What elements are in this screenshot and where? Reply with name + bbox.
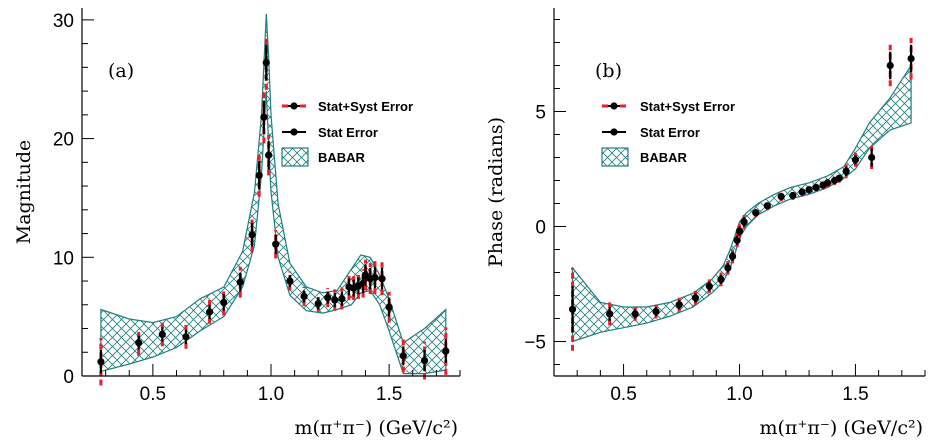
data-point: [338, 295, 346, 303]
data-point: [675, 301, 683, 309]
legend-label: BABAR: [318, 150, 366, 165]
data-point: [272, 240, 280, 248]
legend-stat-marker: [290, 128, 298, 136]
data-point: [705, 282, 713, 290]
x-tick-label: 0.5: [610, 384, 636, 405]
x-tick-label: 1.5: [842, 384, 868, 405]
y-tick-label: 5: [535, 103, 546, 124]
legend-label: Stat Error: [640, 125, 700, 140]
data-point: [265, 151, 273, 159]
data-point: [842, 167, 850, 175]
legend-band-swatch: [601, 147, 629, 167]
data-point: [300, 292, 308, 301]
legend-band-swatch: [281, 147, 309, 167]
data-point: [886, 61, 894, 70]
data-point: [851, 156, 860, 164]
data-point: [182, 333, 190, 341]
data-point: [260, 113, 268, 121]
y-tick-label: 10: [53, 248, 74, 269]
y-axis-title: Magnitude: [13, 140, 35, 245]
data-point: [740, 218, 748, 226]
data-point: [868, 153, 876, 162]
data-point: [652, 308, 660, 316]
data-point: [331, 296, 339, 304]
data-point: [135, 339, 143, 347]
y-axis-title: Phase (radians): [485, 117, 507, 267]
data-point: [789, 191, 797, 200]
data-point: [728, 252, 737, 260]
x-tick-label: 1.0: [726, 384, 752, 405]
data-point: [907, 55, 915, 63]
data-point: [158, 330, 166, 339]
panel-label: (b): [595, 60, 622, 82]
data-point: [812, 183, 820, 191]
data-point: [717, 275, 725, 283]
data-point: [631, 310, 639, 318]
babar-band: [100, 13, 447, 375]
data-point: [371, 273, 379, 282]
data-point: [724, 264, 732, 272]
data-point: [420, 356, 429, 365]
x-axis-title: m(π⁺π⁻) (GeV/c²): [759, 417, 923, 439]
data-point: [97, 358, 105, 366]
panel-label: (a): [108, 60, 134, 82]
data-point: [220, 298, 228, 306]
data-point: [752, 209, 760, 217]
legend-label: Stat+Syst Error: [318, 99, 413, 114]
y-tick-label: 0: [63, 367, 74, 388]
data-point: [733, 236, 741, 244]
data-point: [236, 278, 244, 286]
data-point: [378, 275, 386, 283]
data-point: [205, 308, 214, 316]
panel-a: 0.5 1.0 1.5 0 10 20 30 m(π⁺π⁻) (GeV/c²) Magnitud…: [13, 8, 461, 439]
legend-syst-marker: [610, 102, 618, 110]
x-tick-label: 1.0: [258, 384, 284, 405]
data-point: [568, 305, 577, 313]
data-point: [399, 352, 407, 360]
x-tick-label: 0.5: [140, 384, 166, 405]
data-point: [824, 179, 832, 187]
data-point: [735, 227, 744, 235]
data-point: [606, 310, 614, 318]
panel-b: 0.5 1.0 1.5 −5 0 5 m(π⁺π⁻) (GeV/c²) Phase (radi…: [485, 8, 926, 439]
data-point: [248, 231, 256, 239]
y-tick-label: 30: [53, 11, 74, 32]
y-tick-label: 0: [535, 218, 546, 239]
data-point: [442, 347, 450, 355]
data-point: [691, 294, 700, 302]
data-point: [798, 188, 806, 196]
data-point: [385, 303, 393, 311]
legend-label: Stat+Syst Error: [640, 99, 735, 114]
legend-syst-marker: [290, 102, 298, 110]
x-axis-title: m(π⁺π⁻) (GeV/c²): [294, 417, 458, 439]
data-point: [777, 193, 785, 201]
data-point: [255, 171, 263, 179]
data-point: [805, 186, 813, 194]
legend-label: Stat Error: [318, 125, 378, 140]
legend-stat-marker: [610, 128, 618, 136]
data-point: [324, 294, 332, 302]
data-point: [314, 299, 322, 308]
y-tick-label: 20: [53, 130, 74, 151]
y-tick-label: −5: [524, 333, 546, 354]
data-point: [262, 59, 270, 67]
legend-label: BABAR: [640, 150, 688, 165]
x-tick-label: 1.5: [376, 384, 402, 405]
data-point: [286, 277, 294, 285]
data-point: [763, 202, 771, 210]
data-point: [835, 174, 843, 182]
